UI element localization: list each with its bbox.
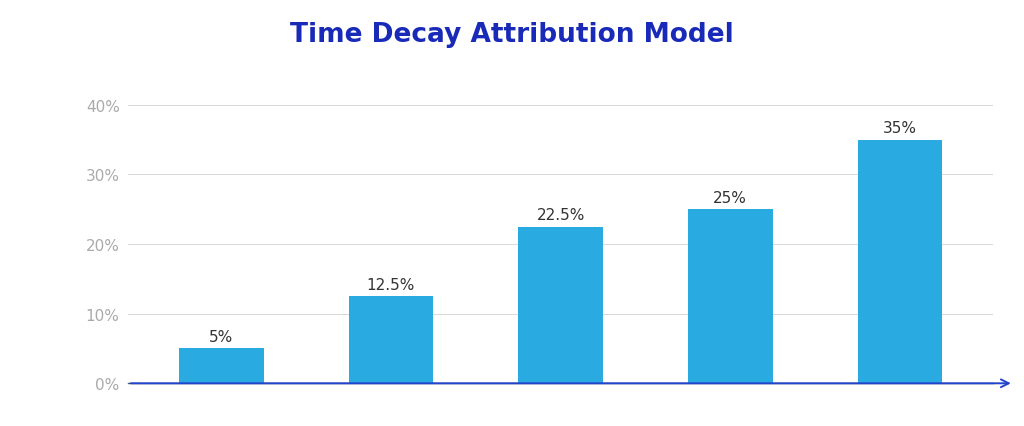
Text: 35%: 35% xyxy=(883,121,916,136)
Text: 5%: 5% xyxy=(209,330,233,345)
Text: 22.5%: 22.5% xyxy=(537,208,585,223)
Bar xyxy=(688,210,773,383)
Bar xyxy=(857,140,942,383)
Bar xyxy=(348,296,433,383)
Text: Time Decay Attribution Model: Time Decay Attribution Model xyxy=(290,22,734,48)
Text: 12.5%: 12.5% xyxy=(367,277,415,292)
Bar xyxy=(518,227,603,383)
Text: 25%: 25% xyxy=(714,190,748,205)
Bar xyxy=(179,348,264,383)
